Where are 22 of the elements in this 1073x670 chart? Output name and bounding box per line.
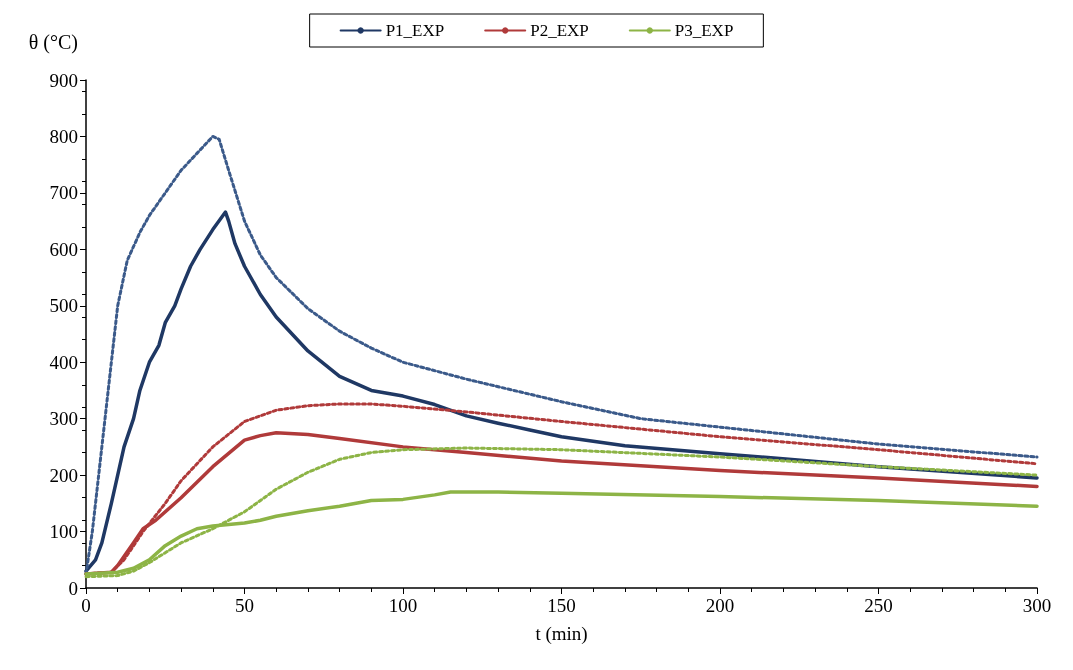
y-tick-label: 700 bbox=[49, 182, 78, 204]
y-tick-label: 900 bbox=[49, 69, 78, 91]
y-tick-label: 400 bbox=[49, 351, 78, 373]
y-tick-label: 500 bbox=[49, 295, 78, 317]
x-tick-label: 50 bbox=[235, 595, 254, 616]
x-tick-label: 0 bbox=[81, 595, 91, 616]
y-tick-label: 0 bbox=[68, 577, 78, 599]
x-tick-label: 200 bbox=[705, 595, 735, 616]
legend-label: P3_EXP bbox=[674, 21, 734, 40]
x-tick-label: 250 bbox=[864, 595, 893, 616]
x-tick-label: 150 bbox=[547, 595, 576, 616]
legend-label: P2_EXP bbox=[530, 21, 589, 40]
x-tick-label: 100 bbox=[388, 595, 418, 616]
x-axis-title: t (min) bbox=[535, 623, 588, 645]
y-axis-title: θ (°C) bbox=[28, 31, 78, 54]
legend-label: P1_EXP bbox=[385, 21, 445, 40]
y-tick-label: 800 bbox=[49, 125, 78, 147]
y-tick-label: 100 bbox=[49, 521, 78, 543]
y-tick-label: 300 bbox=[49, 408, 78, 430]
x-tick-label: 300 bbox=[1022, 595, 1052, 616]
y-tick-label: 200 bbox=[49, 464, 78, 486]
y-tick-label: 600 bbox=[49, 238, 78, 260]
